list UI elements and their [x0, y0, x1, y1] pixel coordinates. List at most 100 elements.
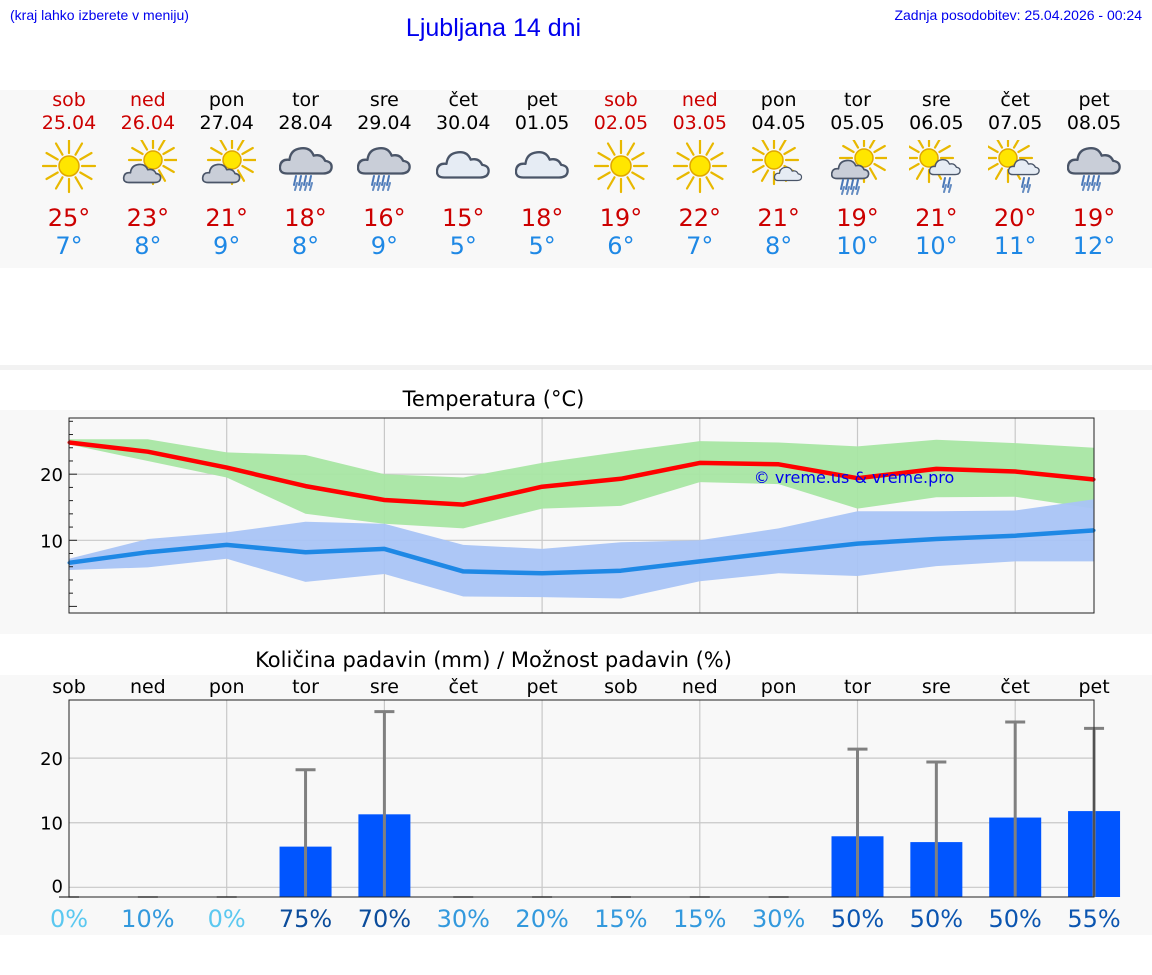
tmax-point [225, 466, 229, 470]
precip-probability-label: 75% [279, 905, 332, 933]
min-temperature: 6° [607, 232, 635, 260]
precip-probability-label: 0% [208, 905, 246, 933]
min-temperature: 7° [55, 232, 83, 260]
date-label: 04.05 [751, 112, 806, 134]
weekday-label: tor [292, 89, 319, 111]
precipitation-plot-frame [68, 699, 1095, 898]
sun-cloud-icon [109, 134, 187, 204]
min-temperature: 8° [291, 232, 320, 260]
tmin-point [698, 559, 702, 563]
watermark: © vreme.us & vreme.pro [754, 468, 955, 487]
max-temperature: 25° [47, 204, 91, 232]
precip-day-label: čet [1000, 676, 1030, 698]
tmin-point [146, 550, 150, 554]
forecast-day: pet 08.05 19° 12° [1055, 88, 1133, 260]
min-temperature: 10° [915, 232, 958, 260]
date-label: 05.05 [830, 112, 885, 134]
max-temperature: 19° [1072, 204, 1116, 232]
weekday-label: ned [129, 89, 166, 111]
precip-probability-label: 20% [515, 905, 568, 933]
date-label: 01.05 [514, 112, 570, 134]
sun-cloud-icon [188, 134, 266, 204]
precip-probability-label: 55% [1067, 905, 1120, 933]
date-label: 25.04 [41, 112, 97, 134]
tmin-line [68, 528, 1095, 576]
tmax-point [304, 484, 308, 488]
precip-day-label: sob [52, 676, 86, 698]
divider [0, 365, 1152, 370]
forecast-day: čet 30.04 15° 5° [424, 88, 502, 260]
precipitation-chart-title: Količina padavin (mm) / Možnost padavin … [255, 648, 732, 672]
precip-day-label: sob [604, 676, 638, 698]
forecast-day: tor 28.04 18° 8° [267, 88, 345, 260]
weekday-label: pon [760, 89, 797, 111]
max-temperature: 21° [915, 204, 958, 232]
max-temperature: 19° [599, 204, 643, 232]
tmin-point [540, 571, 544, 575]
precip-probability-label: 50% [910, 905, 963, 933]
precip-day-label: tor [844, 676, 871, 698]
weekday-label: sob [604, 89, 638, 111]
tmin-point [619, 569, 623, 573]
date-label: 02.05 [593, 112, 649, 134]
min-temperature: 12° [1072, 232, 1116, 260]
max-temperature: 16° [363, 204, 406, 232]
max-temperature: 18° [284, 204, 327, 232]
tmin-point [461, 569, 465, 573]
date-label: 29.04 [357, 112, 412, 134]
weekday-label: ned [681, 89, 718, 111]
tmin-point [934, 537, 938, 541]
precip-probability-label: 70% [358, 905, 411, 933]
cloud-rain-icon [267, 134, 345, 204]
max-temperature: 15° [441, 204, 485, 232]
max-temperature: 22° [678, 204, 722, 232]
tmax-point [934, 467, 938, 471]
precip-day-label: sre [370, 676, 399, 698]
max-temperature: 21° [205, 204, 248, 232]
precip-day-label: pet [1078, 676, 1109, 698]
date-label: 27.04 [199, 112, 254, 134]
page-title: Ljubljana 14 dni [405, 14, 582, 42]
forecast-day: pet 01.05 18° 5° [503, 88, 581, 260]
weekday-label: pon [208, 89, 245, 111]
forecast-strip [0, 90, 1152, 268]
precip-day-label: čet [448, 676, 478, 698]
tmin-range-band [69, 499, 1094, 599]
tmax-point [382, 498, 386, 502]
tmax-point [856, 476, 859, 480]
precip-probability-label: 50% [989, 905, 1042, 933]
precip-probability-label: 10% [121, 905, 174, 933]
cloud-icon [503, 134, 581, 204]
date-label: 28.04 [278, 112, 333, 134]
precip-probability-label: 15% [594, 905, 647, 933]
max-temperature: 20° [993, 204, 1037, 232]
weekday-label: tor [844, 89, 871, 111]
temperature-plot-frame [68, 417, 1095, 614]
weekday-label: sob [52, 89, 86, 111]
weekday-label: čet [448, 89, 479, 111]
weekday-label: pet [1078, 89, 1110, 111]
forecast-day: sre 29.04 16° 9° [345, 88, 423, 260]
date-label: 30.04 [436, 112, 491, 134]
temperature-chart-title: Temperatura (°C) [402, 387, 585, 411]
cloud-icon [424, 134, 502, 204]
precip-probability-label: 50% [831, 905, 884, 933]
sun-icon [30, 134, 108, 204]
tmax-point [146, 450, 150, 454]
y-tick-label: 20 [40, 749, 63, 770]
sun-small-cloud-icon [740, 134, 818, 204]
forecast-day: tor 05.05 19° 10° [819, 88, 897, 260]
last-updated: Zadnja posodobitev: 25.04.2026 - 00:24 [894, 7, 1142, 23]
tmax-point [619, 477, 623, 481]
y-tick-label: 10 [40, 814, 63, 835]
precip-probability-label: 0% [50, 905, 88, 933]
precip-day-label: pon [209, 676, 245, 698]
y-tick-label: 20 [40, 465, 63, 486]
tmin-point [777, 550, 781, 554]
sun-cloud-rain-icon [819, 134, 897, 204]
min-temperature: 8° [134, 232, 162, 260]
tmin-point [856, 542, 859, 546]
forecast-day: čet 07.05 20° 11° [976, 88, 1054, 260]
tmax-point [461, 503, 465, 507]
